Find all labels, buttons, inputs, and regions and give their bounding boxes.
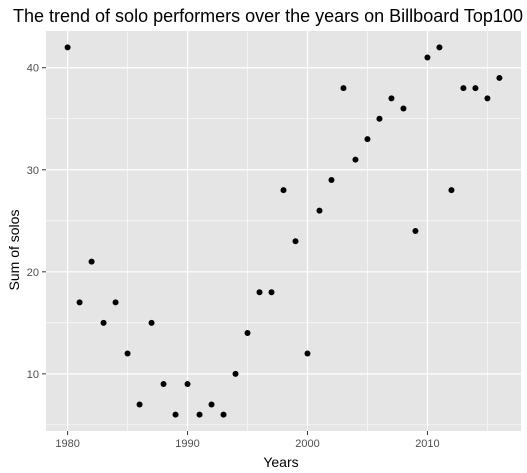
data-point [100, 319, 107, 326]
y-tick-label: 10 [27, 369, 39, 381]
data-point [460, 85, 467, 92]
data-point [304, 350, 311, 357]
data-point [268, 289, 275, 296]
y-tick-label: 20 [27, 267, 39, 279]
data-point [496, 74, 503, 81]
data-point [196, 411, 203, 418]
x-axis-label: Years [263, 454, 298, 470]
data-point [424, 54, 431, 61]
x-tick-label: 2000 [295, 438, 319, 450]
data-point [148, 319, 155, 326]
data-point [76, 299, 83, 306]
data-point [316, 207, 323, 214]
y-axis-label: Sum of solos [6, 210, 22, 291]
chart-title: The trend of solo performers over the ye… [13, 6, 523, 26]
data-point [220, 411, 227, 418]
data-point [232, 370, 239, 377]
y-axis: 10 20 30 40 [27, 63, 46, 381]
data-point [184, 381, 191, 388]
data-point [244, 330, 251, 337]
x-tick-label: 2010 [415, 438, 439, 450]
data-point [472, 85, 479, 92]
y-tick-label: 30 [27, 165, 39, 177]
data-point [400, 105, 407, 112]
plot-panel [46, 31, 521, 431]
data-point [448, 187, 455, 194]
data-point [136, 401, 143, 408]
x-axis: 1980 1990 2000 2010 [55, 431, 440, 450]
data-point [436, 44, 443, 51]
data-point [484, 95, 491, 102]
data-point [124, 350, 131, 357]
data-point [280, 187, 287, 194]
y-tick-label: 40 [27, 63, 39, 75]
data-point [256, 289, 263, 296]
data-point [364, 136, 371, 143]
major-gridlines [46, 31, 521, 431]
x-tick-label: 1980 [55, 438, 79, 450]
data-point [292, 238, 299, 245]
data-point [112, 299, 119, 306]
data-point [388, 95, 395, 102]
data-points [64, 44, 503, 418]
data-point [208, 401, 215, 408]
data-point [328, 176, 335, 183]
data-point [160, 381, 167, 388]
data-point [88, 258, 95, 265]
data-point [64, 44, 71, 51]
data-point [352, 156, 359, 163]
data-point [340, 85, 347, 92]
data-point [412, 228, 419, 234]
data-point [376, 115, 383, 122]
data-point [172, 411, 179, 418]
x-tick-label: 1990 [175, 438, 199, 450]
